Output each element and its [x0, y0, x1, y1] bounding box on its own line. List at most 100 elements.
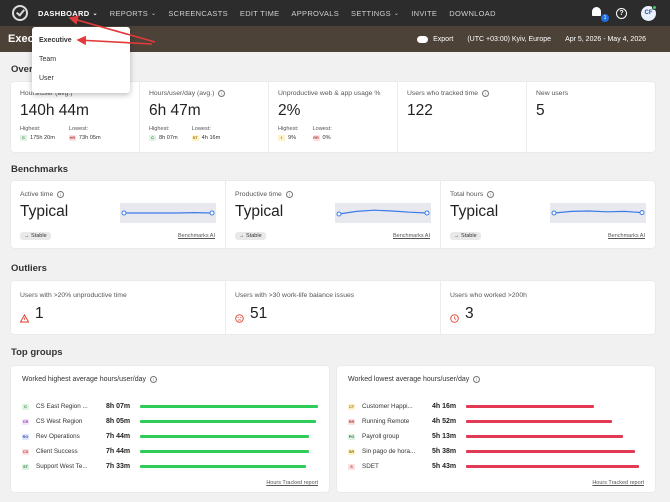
group-chip: C: [149, 135, 156, 141]
app-logo-icon[interactable]: [12, 5, 28, 21]
group-row[interactable]: RR Running Remote 4h 52m: [348, 414, 644, 429]
metric-new-users: New users 5: [527, 82, 655, 152]
group-row[interactable]: RO Rev Operations 7h 44m: [22, 429, 318, 444]
outlier-value: 3: [465, 305, 474, 322]
group-chip: C: [22, 403, 29, 410]
group-bar-track: [140, 435, 318, 438]
info-icon[interactable]: i: [57, 191, 65, 198]
notifications-bell-icon[interactable]: 1: [590, 6, 609, 22]
group-row[interactable]: CR CS West Region 8h 05m: [22, 414, 318, 429]
group-hours: 8h 07m: [106, 403, 131, 410]
metric-hours-user-day-avg: Hours/user/day (avg.) i 6h 47m Highest: C 8h …: [140, 82, 269, 152]
benchmarks-ai-link[interactable]: Benchmarks AI: [178, 233, 215, 239]
group-row[interactable]: S SDET 5h 43m: [348, 459, 644, 474]
group-row[interactable]: ST Support West Te... 7h 33m: [22, 459, 318, 474]
group-row[interactable]: PG Payroll group 5h 13m: [348, 429, 644, 444]
group-hours: 7h 44m: [106, 433, 131, 440]
sparkline-start-point: [121, 210, 127, 216]
benchmark-total-hours: Total hours i Typical → Stable Benchmarks AI: [441, 181, 655, 248]
arrow-right-icon: →: [454, 233, 462, 239]
export-button[interactable]: Export: [433, 35, 454, 43]
metric-value: 5: [536, 102, 545, 119]
outlier-value: 51: [250, 305, 268, 322]
nav-item-reports[interactable]: REPORTS ⌄: [110, 0, 157, 26]
benchmark-label: Active time i: [20, 191, 216, 198]
group-bar-track: [140, 465, 318, 468]
group-row[interactable]: CS Client Success 7h 44m: [22, 444, 318, 459]
info-icon[interactable]: i: [473, 376, 481, 383]
dropdown-item-team[interactable]: Team: [39, 56, 57, 63]
nav-item-settings[interactable]: SETTINGS ⌄: [351, 0, 399, 26]
user-avatar[interactable]: CF: [641, 4, 657, 21]
hours-tracked-report-link[interactable]: Hours Tracked report: [266, 480, 318, 486]
info-icon[interactable]: i: [482, 90, 490, 97]
outliers-section-title: Outliers: [11, 263, 47, 274]
group-name: S SDET: [348, 463, 432, 470]
group-chip: ST: [22, 463, 29, 470]
group-hours: 4h 52m: [432, 418, 457, 425]
group-row[interactable]: SR Sin pago de hora... 5h 38m: [348, 444, 644, 459]
nav-item-edit-time[interactable]: EDIT TIME: [240, 0, 280, 26]
group-name: CR CS West Region: [22, 418, 83, 425]
group-chip: C: [20, 135, 27, 141]
nav-right-tools: 1 ? CF: [590, 0, 657, 26]
group-hours: 5h 13m: [432, 433, 457, 440]
group-bar-track: [466, 465, 644, 468]
lowest-hours-groups-card: Worked lowest average hours/user/day i C…: [337, 366, 655, 492]
nav-item-download[interactable]: DOWNLOAD: [449, 0, 496, 26]
dropdown-item-executive[interactable]: Executive: [39, 37, 72, 44]
nav-item-screencasts[interactable]: SCREENCASTS: [168, 0, 228, 26]
metric-value: 140h 44m: [20, 102, 89, 119]
metric-users-who-tracked-time: Users who tracked time i 122: [398, 82, 527, 152]
avatar-initials: CF: [644, 10, 653, 16]
outlier-label: Users who worked >200h: [450, 292, 527, 299]
metric-highest: Highest: C 8h 07m: [149, 126, 178, 141]
benchmarks-section-title: Benchmarks: [11, 164, 69, 175]
group-bar-track: [466, 450, 644, 453]
metric-label: Users who tracked time i: [407, 90, 517, 97]
nav-item-dashboard[interactable]: DASHBOARD ⌄: [38, 0, 98, 26]
cloud-download-icon[interactable]: [417, 35, 429, 43]
date-range-picker[interactable]: Apr 5, 2026 - May 4, 2026: [565, 35, 646, 43]
trend-badge: → Stable: [20, 232, 51, 240]
arrow-right-icon: →: [24, 233, 32, 239]
header-controls: Export (UTC +03:00) Kyiv, Europe Apr 5, …: [417, 35, 646, 43]
highest-label: Highest:: [149, 126, 170, 132]
group-hours: 5h 43m: [432, 463, 457, 470]
group-hours: 7h 44m: [106, 448, 131, 455]
timezone-selector[interactable]: (UTC +03:00) Kyiv, Europe: [467, 35, 552, 43]
group-row[interactable]: CT Customer Happi... 4h 16m: [348, 399, 644, 414]
benchmarks-ai-link[interactable]: Benchmarks AI: [393, 233, 430, 239]
group-name: RO Rev Operations: [22, 433, 80, 440]
benchmarks-ai-link[interactable]: Benchmarks AI: [608, 233, 645, 239]
group-hours: 5h 38m: [432, 448, 457, 455]
overview-section-title: Over: [11, 64, 33, 75]
group-hours: 8h 05m: [106, 418, 131, 425]
metric-label: Unproductive web & app usage %: [278, 90, 381, 97]
metric-highest: Highest: C 175h 20m: [20, 126, 55, 141]
lowest-groups-title: Worked lowest average hours/user/day i: [348, 376, 644, 383]
info-icon[interactable]: i: [218, 90, 226, 97]
info-icon[interactable]: i: [285, 191, 293, 198]
nav-item-label: EDIT TIME: [239, 8, 280, 18]
info-icon[interactable]: i: [487, 191, 495, 198]
benchmark-value: Typical: [450, 203, 499, 220]
hours-tracked-report-link[interactable]: Hours Tracked report: [592, 480, 644, 486]
help-icon[interactable]: ?: [616, 7, 627, 19]
highest-hours-groups-card: Worked highest average hours/user/day i …: [11, 366, 329, 492]
dropdown-item-user[interactable]: User: [39, 75, 54, 82]
nav-item-label: DASHBOARD: [38, 8, 90, 18]
lowest-label: Lowest:: [68, 126, 89, 132]
online-status-dot: [652, 4, 657, 10]
metric-lowest: Lowest: RR 0%: [312, 126, 332, 141]
nav-item-approvals[interactable]: APPROVALS: [291, 0, 339, 26]
group-name: SR Sin pago de hora...: [348, 448, 416, 455]
metric-extremes: Highest: I 9% Lowest: RR 0%: [278, 126, 388, 141]
benchmarks-card: Active time i Typical → Stable Benchmarks AI…: [11, 181, 655, 248]
group-bar-track: [466, 420, 644, 423]
group-row[interactable]: C CS East Region ... 8h 07m: [22, 399, 318, 414]
group-name: C CS East Region ...: [22, 403, 106, 410]
group-chip: RR: [348, 418, 355, 425]
nav-item-invite[interactable]: INVITE: [411, 0, 437, 26]
info-icon[interactable]: i: [150, 376, 157, 383]
